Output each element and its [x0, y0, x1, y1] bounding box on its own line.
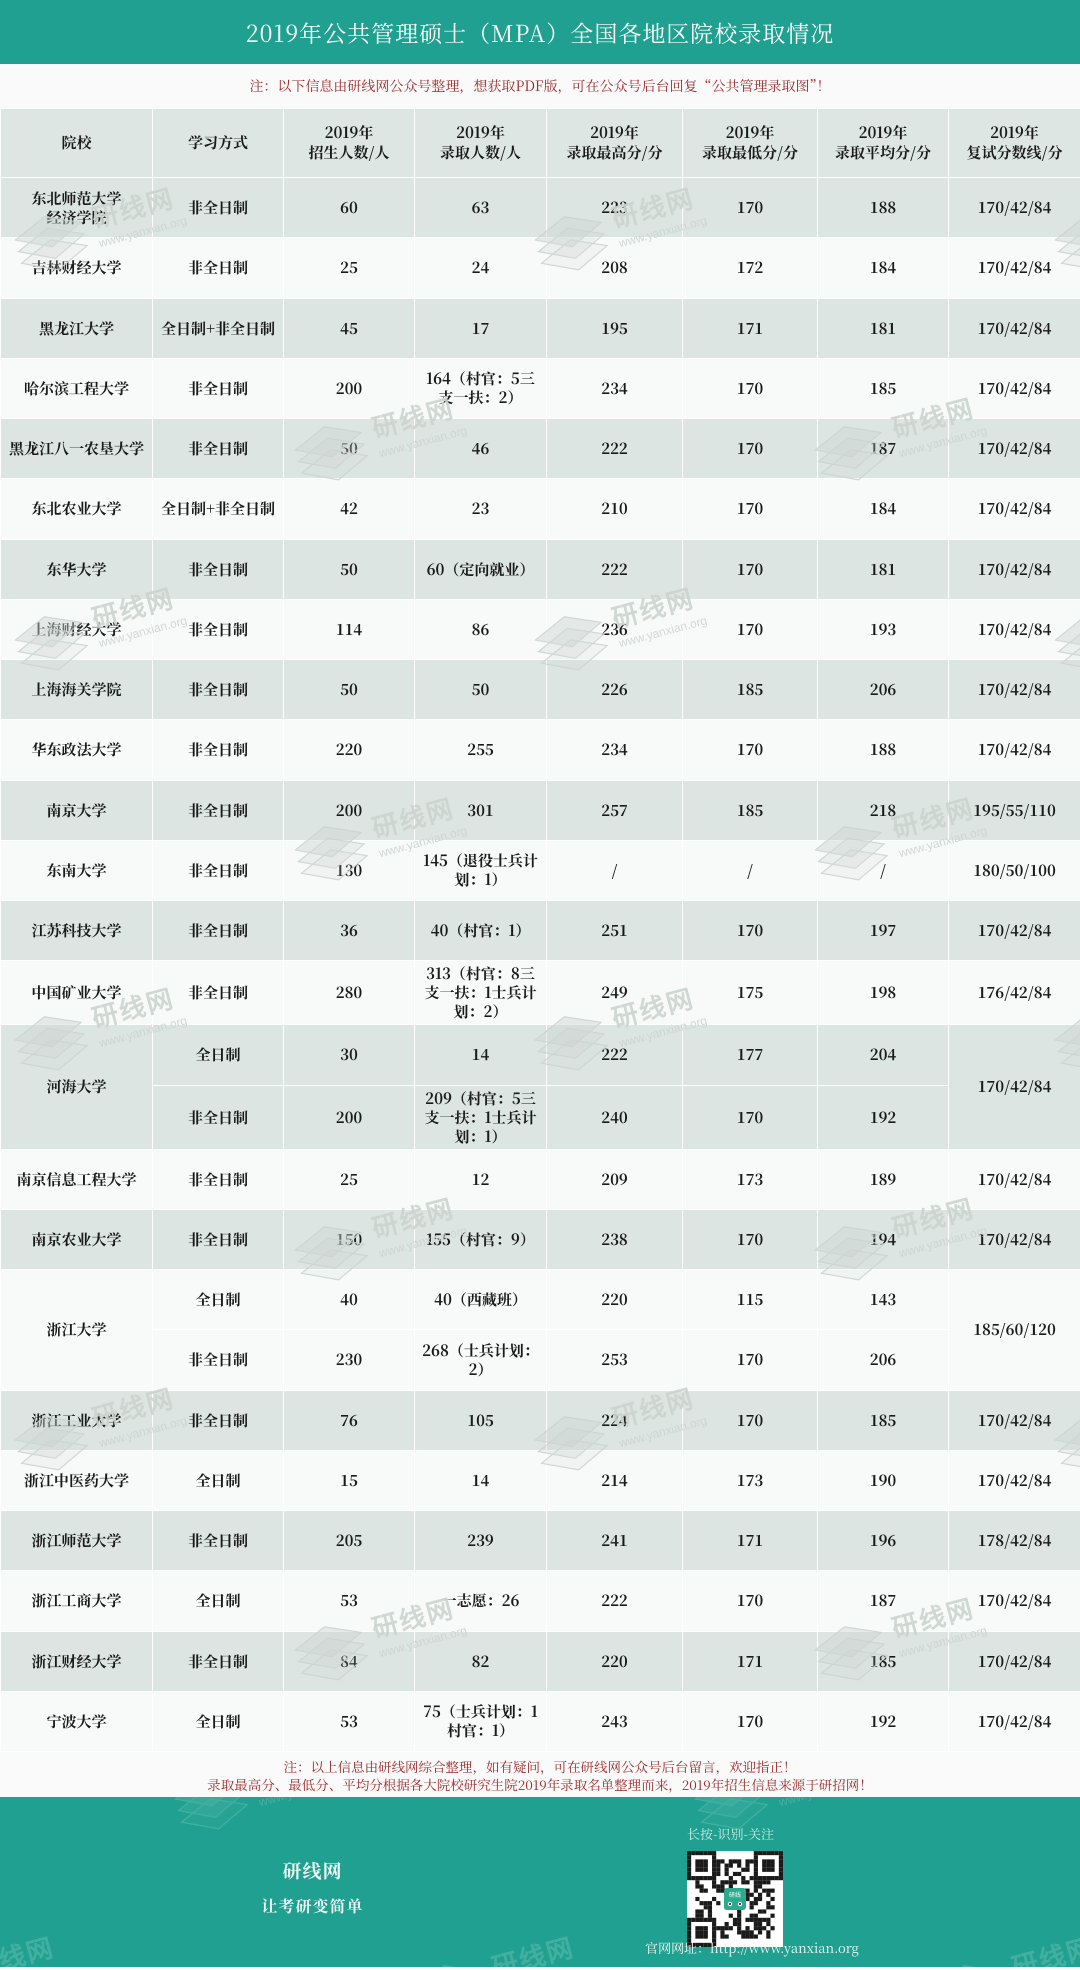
svg-text:研线: 研线: [729, 1891, 741, 1899]
